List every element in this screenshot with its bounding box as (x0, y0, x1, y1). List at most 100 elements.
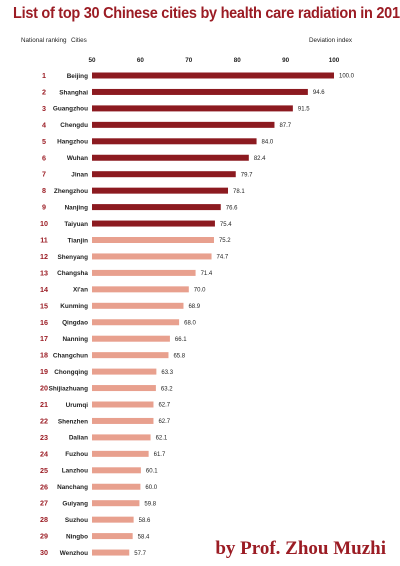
city-label: Nanchang (57, 484, 88, 491)
bar (92, 105, 293, 112)
bar (92, 434, 151, 441)
bar (92, 302, 184, 309)
bar (92, 187, 229, 194)
value-label: 68.9 (188, 304, 200, 310)
city-label: Shanghai (59, 89, 88, 96)
city-label: Shijiazhuang (49, 385, 89, 392)
rank-label: 18 (40, 351, 48, 360)
city-label: Shenzhen (58, 418, 88, 425)
bar (92, 417, 154, 424)
city-header: Cities (71, 37, 87, 44)
bar (92, 204, 221, 211)
city-label: Changchun (53, 352, 88, 359)
city-label: Urumqi (66, 402, 89, 409)
rank-label: 7 (42, 170, 46, 179)
value-label: 74.7 (217, 255, 229, 261)
bar (92, 516, 134, 523)
bar (92, 269, 196, 276)
bar (92, 286, 189, 293)
rank-label: 25 (40, 466, 48, 475)
value-label: 65.8 (173, 353, 185, 359)
city-label: Fuzhou (65, 451, 88, 458)
bar (92, 385, 156, 392)
city-label: Changsha (57, 270, 88, 277)
value-label: 94.6 (313, 90, 325, 96)
city-label: Beijing (67, 73, 88, 80)
value-label: 66.1 (175, 337, 187, 343)
bar (92, 467, 141, 474)
value-label: 87.7 (279, 123, 291, 129)
bar (92, 335, 170, 342)
value-label: 62.1 (156, 436, 168, 442)
rank-label: 23 (40, 433, 48, 442)
bar (92, 72, 334, 79)
city-label: Lanzhou (62, 468, 88, 475)
rank-label: 10 (40, 219, 48, 228)
rank-label: 22 (40, 416, 48, 425)
rank-label: 27 (40, 499, 48, 508)
value-label: 84.0 (262, 140, 274, 146)
city-label: Hangzhou (57, 139, 88, 146)
bar (92, 138, 257, 145)
x-tick-label: 100 (329, 57, 340, 64)
bar (92, 500, 140, 507)
city-label: Kunming (60, 303, 88, 310)
rank-label: 3 (42, 104, 46, 113)
value-label: 60.0 (145, 485, 157, 491)
rank-label: 14 (40, 285, 48, 294)
bar (92, 121, 275, 128)
rank-label: 16 (40, 318, 48, 327)
city-label: Chengdu (60, 122, 88, 129)
bar (92, 237, 214, 243)
bar (92, 319, 180, 326)
rank-header: National ranking (21, 37, 67, 44)
rank-label: 30 (40, 548, 48, 557)
bar (92, 171, 236, 178)
value-label: 62.7 (158, 403, 170, 409)
bar (92, 549, 130, 556)
value-label: 78.1 (233, 189, 245, 195)
x-tick-label: 90 (282, 57, 290, 64)
chart-title: List of top 30 Chinese cities by health … (13, 5, 400, 22)
rank-label: 12 (40, 252, 48, 261)
city-label: Wenzhou (60, 550, 88, 557)
x-tick-label: 50 (88, 57, 96, 64)
rank-label: 6 (42, 153, 46, 162)
rank-label: 29 (40, 532, 48, 541)
city-label: Chongqing (54, 369, 88, 376)
bar (92, 533, 133, 540)
rank-label: 13 (40, 268, 48, 277)
value-label: 75.4 (220, 222, 232, 228)
bar (92, 220, 215, 227)
city-label: Jinan (71, 172, 88, 179)
city-label: Zhengzhou (54, 188, 88, 195)
city-label: Nanning (62, 336, 88, 343)
value-label: 70.0 (194, 288, 206, 294)
value-label: 59.8 (144, 501, 156, 507)
value-label: 63.3 (161, 370, 173, 376)
rank-label: 15 (40, 301, 48, 310)
x-tick-label: 70 (185, 57, 193, 64)
city-label: Guiyang (62, 501, 88, 508)
value-label: 62.7 (158, 419, 170, 425)
value-label: 91.5 (298, 107, 310, 113)
value-label: 82.4 (254, 156, 266, 162)
value-label: 68.0 (184, 320, 196, 326)
value-label: 79.7 (241, 172, 253, 178)
value-label: 58.6 (139, 518, 151, 524)
rank-label: 1 (42, 71, 46, 80)
rank-label: 9 (42, 203, 46, 212)
rank-label: 20 (40, 384, 48, 393)
city-label: Taiyuan (64, 221, 88, 228)
bar (92, 253, 212, 260)
city-label: Wuhan (67, 155, 88, 162)
city-label: Suzhou (65, 517, 88, 524)
rank-label: 5 (42, 137, 46, 146)
rank-label: 21 (40, 400, 48, 409)
rank-label: 26 (40, 482, 48, 491)
city-label: Ningbo (66, 533, 88, 540)
city-label: Dalian (69, 435, 88, 442)
city-label: Guangzhou (53, 106, 88, 113)
bar (92, 368, 157, 375)
